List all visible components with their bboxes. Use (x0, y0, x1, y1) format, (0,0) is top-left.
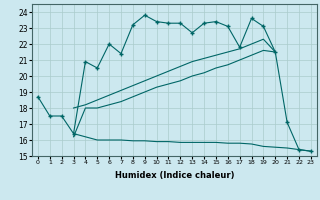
X-axis label: Humidex (Indice chaleur): Humidex (Indice chaleur) (115, 171, 234, 180)
